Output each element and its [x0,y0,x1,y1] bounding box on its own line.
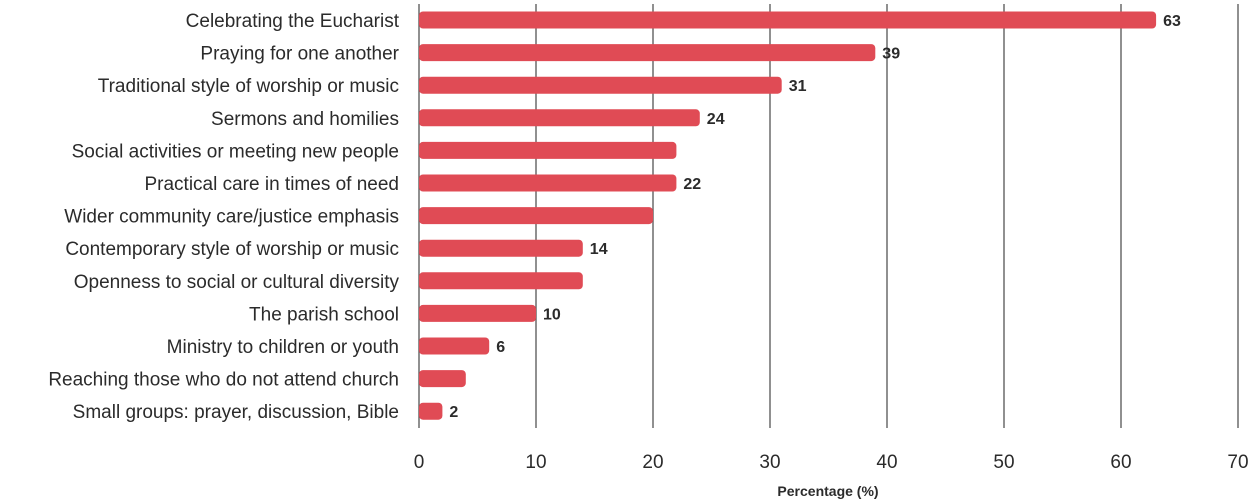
x-axis-title: Percentage (%) [777,483,878,499]
category-label: Praying for one another [200,44,399,65]
bar [419,44,876,62]
bar [419,141,677,159]
data-label: 10 [543,306,561,323]
x-tick-label: 60 [1110,452,1131,473]
category-label: Sermons and homilies [211,109,399,130]
data-label: 14 [590,241,608,258]
bar [419,76,782,94]
data-label: 6 [496,339,505,356]
data-label: 63 [1163,13,1181,30]
category-label: Traditional style of worship or music [98,76,399,97]
bar [419,11,1157,29]
data-label: 24 [707,111,725,128]
bar [419,207,653,225]
category-label: Wider community care/justice emphasis [64,207,399,228]
category-label: Openness to social or cultural diversity [74,272,400,293]
bar [419,304,536,322]
data-label: 22 [683,176,701,193]
bars [419,11,1157,420]
category-label: Reaching those who do not attend church [48,370,399,391]
category-label: Ministry to children or youth [167,337,399,358]
category-label: Practical care in times of need [144,174,399,195]
bar [419,402,443,420]
x-tick-label: 40 [876,452,897,473]
bar [419,370,466,388]
data-label: 2 [449,404,458,421]
x-tick-labels: 0 10 20 30 40 50 60 70 [414,452,1249,473]
category-label: Contemporary style of worship or music [65,239,399,260]
category-labels: Celebrating the Eucharist Praying for one… [48,11,399,423]
bar [419,174,677,192]
category-label: Small groups: prayer, discussion, Bible [73,402,399,423]
bar [419,109,700,127]
category-label: Social activities or meeting new people [72,141,399,162]
data-labels: 63 39 31 24 22 14 10 6 2 [449,13,1181,421]
bar [419,239,583,257]
category-label: Celebrating the Eucharist [186,11,400,32]
x-tick-label: 20 [642,452,663,473]
x-tick-label: 50 [993,452,1014,473]
bar [419,272,583,290]
data-label: 39 [882,46,900,63]
data-label: 31 [789,78,807,95]
x-tick-label: 0 [414,452,425,473]
x-tick-label: 30 [759,452,780,473]
x-tick-label: 10 [525,452,546,473]
bar [419,337,490,355]
x-tick-label: 70 [1227,452,1248,473]
category-label: The parish school [249,304,399,325]
